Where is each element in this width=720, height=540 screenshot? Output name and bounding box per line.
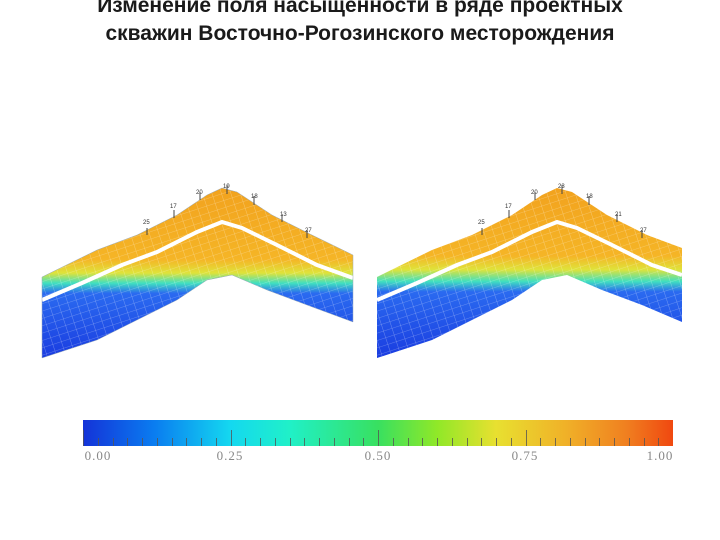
saturation-model-right: 25 17 20 23 18 21 27 <box>372 180 692 365</box>
tick-label-50: 0.50 <box>364 448 392 463</box>
model-right-graphic: 25 17 20 23 18 21 27 <box>376 184 683 358</box>
layer-gap <box>41 219 354 302</box>
tick-label-100: 1.00 <box>646 448 674 463</box>
well-label: 23 <box>558 184 565 190</box>
well-label: 20 <box>196 190 203 196</box>
saturation-model-left: 25 17 20 19 18 13 27 <box>37 180 357 365</box>
well-label: 25 <box>478 220 485 226</box>
slide-title: Изменение поля насыщенности в ряде проек… <box>0 0 720 48</box>
well-label: 17 <box>505 204 512 210</box>
well-label: 27 <box>305 228 312 234</box>
well-label: 18 <box>586 194 593 200</box>
colorbar-ticks <box>83 430 659 446</box>
layer-gap <box>376 219 683 302</box>
well-label: 25 <box>143 220 150 226</box>
well-label: 17 <box>170 204 177 210</box>
tick-label-0: 0.00 <box>84 448 112 463</box>
colorbar-gradient <box>83 420 673 446</box>
well-label: 20 <box>531 190 538 196</box>
tick-label-25: 0.25 <box>216 448 244 463</box>
well-label: 13 <box>280 212 287 218</box>
saturation-colorbar <box>83 420 673 446</box>
tick-label-75: 0.75 <box>511 448 539 463</box>
colorbar-tick-labels: 0.00 0.25 0.50 0.75 1.00 <box>60 448 700 468</box>
well-label: 19 <box>223 184 230 190</box>
well-label: 27 <box>640 228 647 234</box>
title-line-2: скважин Восточно-Рогозинского месторожде… <box>105 22 615 45</box>
well-label: 21 <box>615 212 622 218</box>
title-line-1: Изменение поля насыщенности в ряде проек… <box>97 0 623 17</box>
model-left-graphic: 25 17 20 19 18 13 27 <box>41 184 354 359</box>
well-label: 18 <box>251 194 258 200</box>
